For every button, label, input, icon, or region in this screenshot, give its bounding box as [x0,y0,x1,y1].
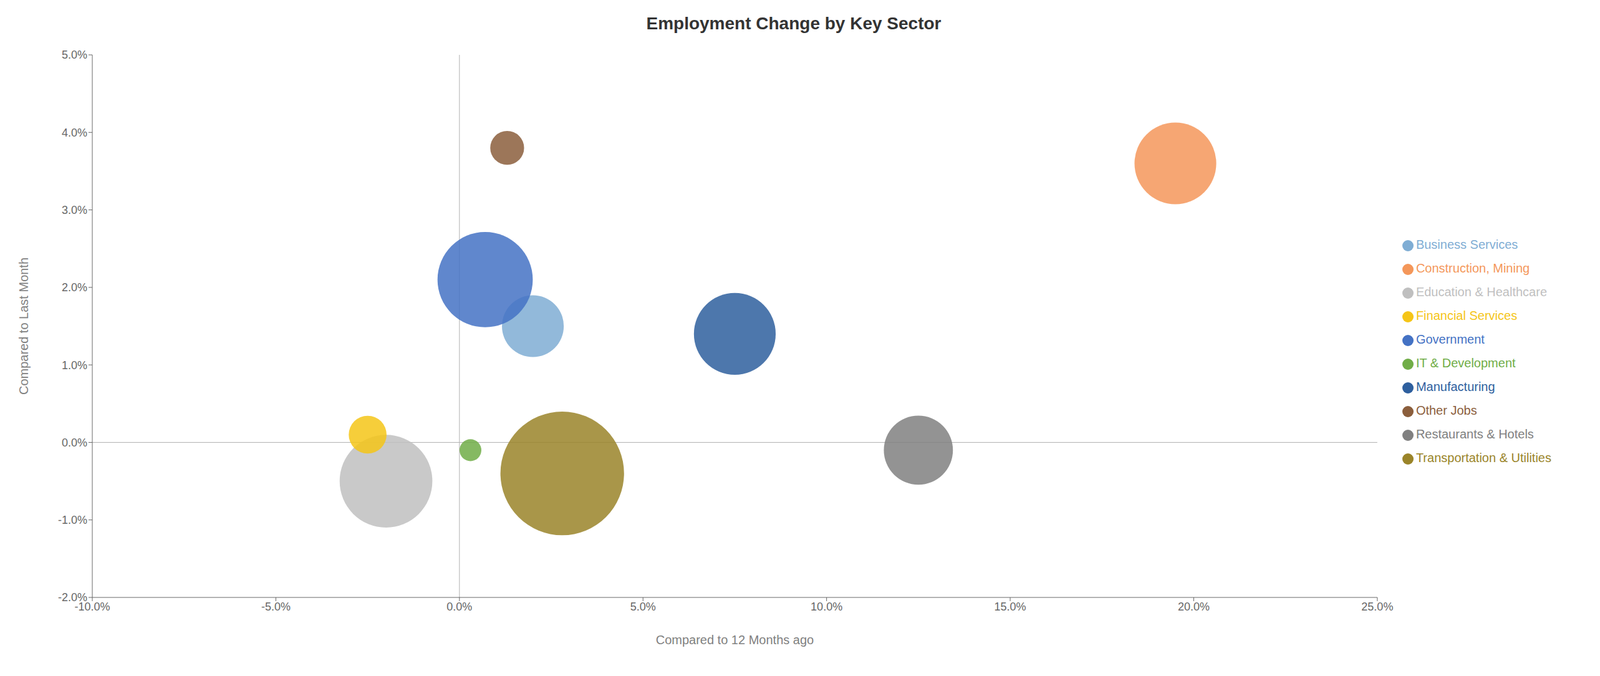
svg-text:20.0%: 20.0% [1177,600,1210,613]
svg-text:15.0%: 15.0% [994,600,1027,613]
html-text:Employment Change by Key Secto: Employment Change by Key Sector [646,13,942,34]
html-text:Government: Government [1415,332,1485,347]
svg-text:0.0%: 0.0% [61,436,88,449]
svg-text:3.0%: 3.0% [61,203,88,217]
html-text:Business Services: Business Services [1415,237,1518,252]
svg-text:1.0%: 1.0% [61,359,88,372]
html-text:Transportation & Utilities: Transportation & Utilities [1415,450,1552,465]
svg-text:5.0%: 5.0% [630,600,656,613]
svg-text:25.0%: 25.0% [1361,600,1393,613]
html-text:Financial Services: Financial Services [1415,308,1518,323]
svg-text:5.0%: 5.0% [61,48,88,62]
html-text:IT & Development: IT & Development [1415,356,1516,370]
svg-text:-10.0%: -10.0% [74,600,111,613]
svg-text:Compared to 12 Months ago: Compared to 12 Months ago [655,632,815,647]
html-text:Other Jobs: Other Jobs [1415,403,1477,418]
html-text:Restaurants & Hotels: Restaurants & Hotels [1415,427,1534,441]
svg-text:2.0%: 2.0% [61,281,88,294]
svg-text:0.0%: 0.0% [446,600,473,613]
svg-text:-1.0%: -1.0% [57,513,88,527]
svg-text:Compared to Last Month: Compared to Last Month [16,257,31,395]
html-text:Education & Healthcare: Education & Healthcare [1415,284,1547,299]
svg-text:-5.0%: -5.0% [261,600,291,613]
svg-text:10.0%: 10.0% [810,600,843,613]
svg-text:4.0%: 4.0% [61,126,88,140]
html-text:Construction, Mining: Construction, Mining [1415,261,1530,275]
svg-text:-2.0%: -2.0% [57,591,88,604]
html-text:Manufacturing: Manufacturing [1415,379,1495,394]
